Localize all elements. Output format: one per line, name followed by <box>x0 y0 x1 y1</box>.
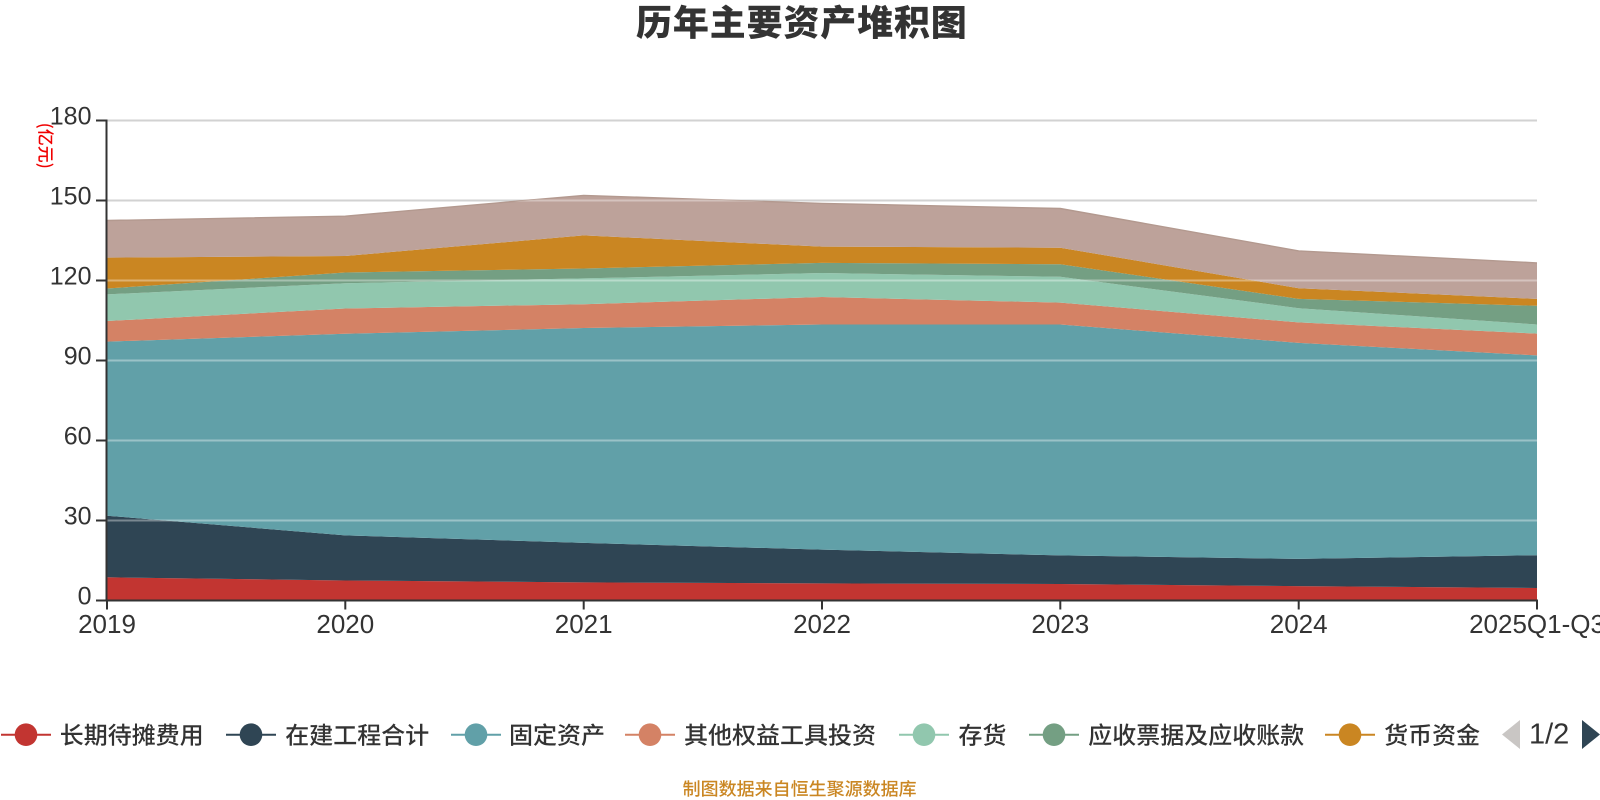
svg-text:30: 30 <box>64 503 92 531</box>
svg-text:150: 150 <box>50 183 92 211</box>
svg-text:2024: 2024 <box>1270 609 1328 639</box>
svg-text:2025Q1-Q3: 2025Q1-Q3 <box>1469 609 1600 639</box>
svg-text:2019: 2019 <box>78 609 136 639</box>
svg-text:60: 60 <box>64 423 92 451</box>
svg-text:0: 0 <box>78 583 92 611</box>
svg-text:1/2: 1/2 <box>1529 719 1569 751</box>
svg-text:180: 180 <box>50 103 92 131</box>
svg-text:90: 90 <box>64 343 92 371</box>
svg-text:2022: 2022 <box>793 609 851 639</box>
svg-text:2021: 2021 <box>555 609 613 639</box>
svg-text:2023: 2023 <box>1031 609 1089 639</box>
svg-text:2020: 2020 <box>316 609 374 639</box>
svg-text:120: 120 <box>50 263 92 291</box>
